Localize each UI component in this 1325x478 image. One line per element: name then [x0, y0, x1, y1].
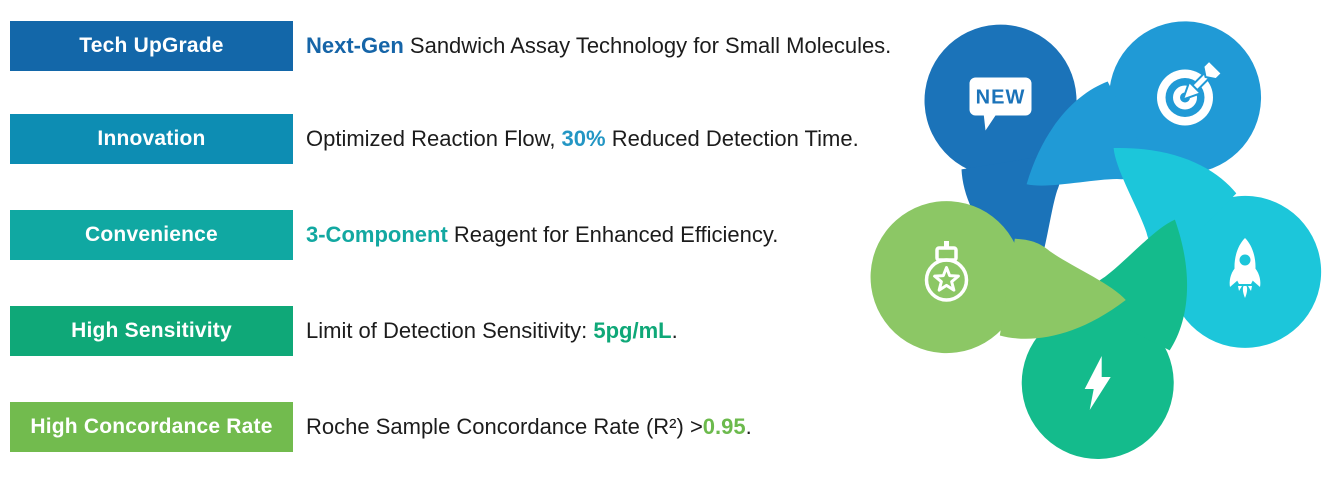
- petal-medal: [870, 201, 1126, 354]
- feature-description: Next-Gen Sandwich Assay Technology for S…: [306, 21, 891, 71]
- feature-label-high-concordance-rate: High Concordance Rate: [10, 402, 293, 452]
- description-text: Limit of Detection Sensitivity:: [306, 318, 594, 343]
- description-text: Reagent for Enhanced Efficiency.: [447, 222, 779, 247]
- rocket-icon: [1229, 238, 1261, 298]
- feature-row: High Concordance Rate Roche Sample Conco…: [0, 402, 1325, 452]
- description-accent: 0.95: [702, 414, 746, 439]
- lightning-bolt-icon: [1084, 356, 1111, 410]
- petal-target: [1026, 21, 1262, 186]
- new-badge-text: NEW: [976, 87, 1026, 109]
- feature-label-innovation: Innovation: [10, 114, 293, 164]
- feature-description: Limit of Detection Sensitivity: 5pg/mL.: [306, 306, 678, 356]
- feature-description: 3-Component Reagent for Enhanced Efficie…: [306, 210, 778, 260]
- description-accent: 3-Component: [306, 222, 448, 247]
- description-text: .: [671, 318, 678, 343]
- feature-label-high-sensitivity: High Sensitivity: [10, 306, 293, 356]
- description-text: Sandwich Assay Technology for Small Mole…: [403, 33, 892, 58]
- description-text: Roche Sample Concordance Rate (R²) >: [306, 414, 703, 439]
- petal-rocket: [1113, 148, 1322, 348]
- description-text: .: [745, 414, 752, 439]
- description-accent: 30%: [561, 126, 606, 151]
- petal-lightning: [1021, 219, 1188, 459]
- description-accent: Next-Gen: [306, 33, 404, 58]
- feature-label-tech-upgrade: Tech UpGrade: [10, 21, 293, 71]
- target-dart-icon: [1157, 59, 1223, 126]
- feature-row: Tech UpGrade Next-Gen Sandwich Assay Tec…: [0, 21, 1325, 71]
- feature-row: High Sensitivity Limit of Detection Sens…: [0, 306, 1325, 356]
- new-speech-bubble-icon: NEW: [969, 77, 1032, 131]
- feature-description: Roche Sample Concordance Rate (R²) >0.95…: [306, 402, 752, 452]
- feature-description: Optimized Reaction Flow, 30% Reduced Det…: [306, 114, 859, 164]
- description-text: Reduced Detection Time.: [605, 126, 859, 151]
- feature-row: Innovation Optimized Reaction Flow, 30% …: [0, 114, 1325, 164]
- feature-row: Convenience 3-Component Reagent for Enha…: [0, 210, 1325, 260]
- description-accent: 5pg/mL: [593, 318, 672, 343]
- pinwheel-graphic: NEW: [870, 21, 1322, 459]
- medal-star-icon: [924, 241, 969, 302]
- feature-label-convenience: Convenience: [10, 210, 293, 260]
- description-text: Optimized Reaction Flow,: [306, 126, 562, 151]
